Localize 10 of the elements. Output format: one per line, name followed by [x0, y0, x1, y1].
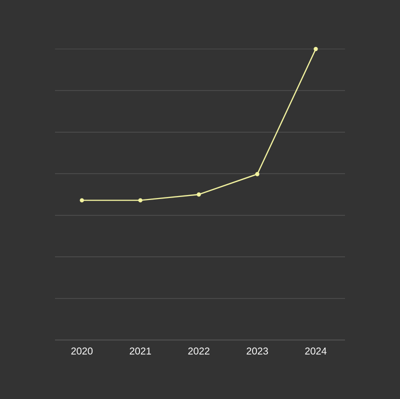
point: [138, 198, 142, 202]
x-tick-label: 2020: [71, 348, 93, 355]
x-tick-label: 2023: [246, 348, 268, 355]
point: [314, 46, 318, 52]
x-tick-label: 2022: [188, 348, 210, 355]
x-tick-label: 2024: [305, 348, 327, 355]
point: [196, 192, 201, 197]
x-tick-label: 2021: [130, 348, 151, 355]
point: [255, 172, 260, 176]
point: [80, 198, 84, 202]
